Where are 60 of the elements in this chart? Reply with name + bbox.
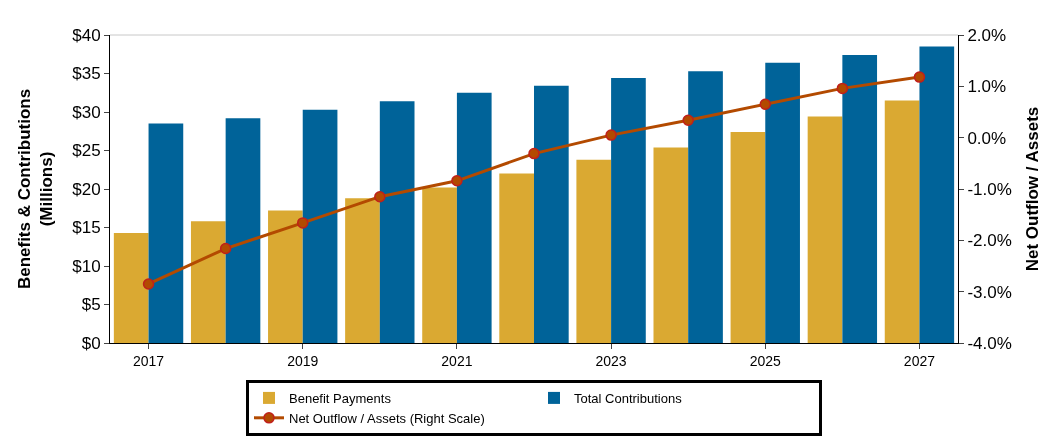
bar (113, 232, 149, 343)
point (913, 71, 926, 83)
bar (688, 71, 723, 343)
y-tick-label: $25 (72, 141, 101, 161)
x-tick-label: 2023 (595, 352, 627, 369)
y2-tick-label: 1.0% (967, 77, 1007, 97)
x-tick-label: 2019 (287, 352, 319, 369)
bar (730, 132, 766, 343)
x-tick-label: 2021 (441, 352, 473, 369)
bar (807, 116, 843, 343)
x-tick-label: 2017 (132, 352, 165, 369)
y-tick-label: $30 (72, 102, 101, 122)
bar (379, 101, 415, 343)
point (219, 242, 232, 255)
y-tick-label: $15 (72, 218, 101, 238)
bar (765, 62, 800, 343)
point (296, 217, 309, 229)
point (374, 190, 386, 203)
y-tick-label: $5 (81, 295, 101, 315)
bar (422, 187, 457, 343)
y-tick-label: $10 (72, 256, 101, 276)
y2-tick-label: 2.0% (967, 25, 1007, 45)
bar (884, 100, 920, 343)
legend-label: Benefit Payments (289, 390, 392, 406)
point (528, 147, 540, 160)
y-tick-label: $20 (72, 179, 101, 199)
point (759, 98, 772, 111)
y2-axis-title: Net Outflow / Assets (1023, 106, 1043, 272)
point (605, 129, 617, 141)
y-tick-label: $40 (72, 25, 101, 45)
point (451, 175, 463, 187)
bar (456, 92, 492, 343)
point (142, 278, 155, 290)
y-axis-title: Benefits & Contributions (Millions) (14, 88, 56, 290)
point (682, 114, 694, 126)
y2-tick-label: -4.0% (967, 333, 1012, 353)
bar (576, 159, 612, 343)
bar (611, 78, 646, 343)
bar (268, 210, 303, 343)
bar (190, 221, 226, 343)
y2-tick-label: -1.0% (967, 179, 1012, 199)
bar (225, 118, 261, 343)
point (836, 82, 849, 95)
y2-tick-label: -2.0% (967, 231, 1012, 251)
bar (345, 198, 380, 343)
bar (302, 109, 338, 343)
x-tick-label: 2027 (903, 352, 936, 369)
legend-label: Total Contributions (574, 390, 683, 406)
x-tick-label: 2025 (749, 352, 782, 369)
legend-label: Net Outflow / Assets (Right Scale) (289, 410, 485, 426)
y2-tick-label: -3.0% (967, 282, 1012, 302)
bar (842, 55, 878, 343)
bar (653, 147, 689, 343)
bar (148, 123, 184, 343)
bar (499, 173, 534, 343)
bar (534, 85, 569, 343)
y-tick-label: $0 (81, 333, 101, 353)
bar (919, 46, 955, 343)
y-tick-label: $35 (72, 64, 101, 84)
y2-tick-label: 0.0% (967, 128, 1007, 148)
